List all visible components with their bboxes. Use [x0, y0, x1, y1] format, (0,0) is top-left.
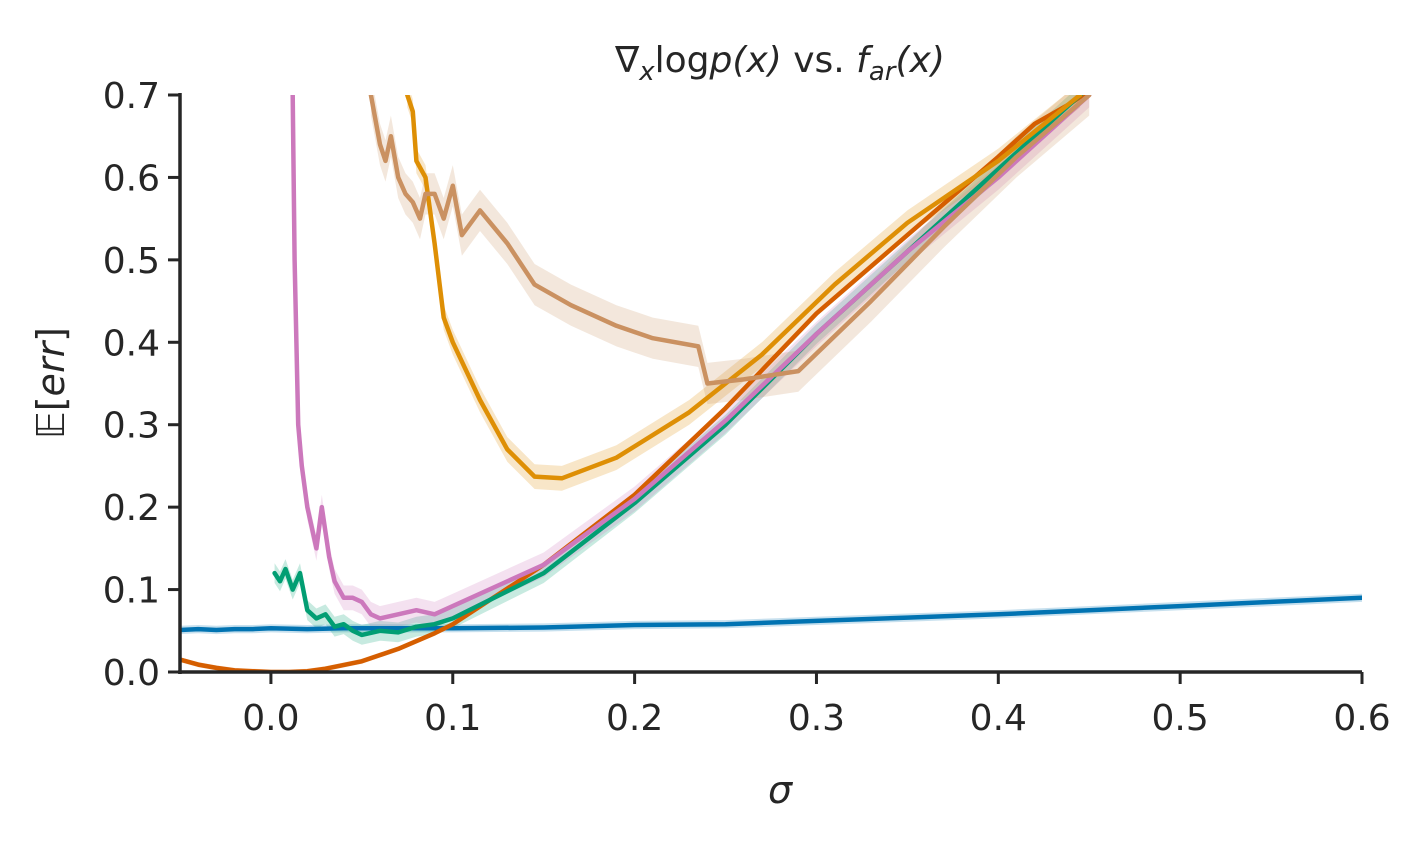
x-tick-label: 0.3: [788, 698, 845, 739]
line-green: [272, 95, 1084, 638]
title-nabla: ∇: [614, 40, 640, 81]
band-red-orange: [180, 95, 1087, 672]
title-vs: vs.: [782, 40, 856, 81]
title-p: p: [709, 40, 733, 81]
y-tick-label: 0.5: [103, 241, 160, 282]
x-tick-label: 0.4: [970, 698, 1027, 739]
x-tick-label: 0.2: [606, 698, 663, 739]
x-tick-label: 0.1: [424, 698, 481, 739]
title-f-sub: ar: [869, 57, 898, 87]
title-arg1: (x): [732, 40, 781, 81]
chart-title: ∇xlogp(x) vs. far(x): [614, 40, 945, 87]
line-orange: [405, 95, 1083, 481]
line-pink: [290, 95, 1092, 621]
y-tick-label: 0.4: [103, 323, 160, 364]
band-brown: [370, 95, 1090, 405]
x-tick-label: 0.0: [242, 698, 299, 739]
band-orange: [407, 95, 1081, 491]
line-red-orange: [180, 95, 1088, 672]
x-axis-ticks: 0.0 0.1 0.2 0.3 0.4 0.5 0.6: [242, 672, 1391, 739]
series-lines: [180, 95, 1362, 672]
line-blue: [180, 595, 1362, 633]
title-log: log: [655, 40, 710, 81]
y-axis-label: 𝔼[err]: [29, 327, 73, 439]
y-axis-ticks: 0.0 0.1 0.2 0.3 0.4 0.5 0.6 0.7: [103, 76, 180, 694]
x-tick-label: 0.6: [1333, 698, 1390, 739]
y-tick-label: 0.6: [103, 158, 160, 199]
x-tick-label: 0.5: [1152, 698, 1209, 739]
y-tick-label: 0.1: [103, 571, 160, 612]
y-tick-label: 0.0: [103, 653, 160, 694]
y-label-body: err: [29, 339, 73, 396]
line-brown: [368, 95, 1092, 386]
y-label-open: [: [29, 396, 73, 411]
y-tick-label: 0.3: [103, 406, 160, 447]
title-nabla-sub: x: [638, 57, 655, 87]
y-tick-label: 0.7: [103, 76, 160, 117]
y-label-e: 𝔼: [29, 411, 73, 439]
title-arg2: (x): [895, 40, 944, 81]
y-tick-label: 0.2: [103, 488, 160, 529]
y-label-close: ]: [29, 327, 73, 342]
x-axis-label: σ: [768, 768, 794, 812]
